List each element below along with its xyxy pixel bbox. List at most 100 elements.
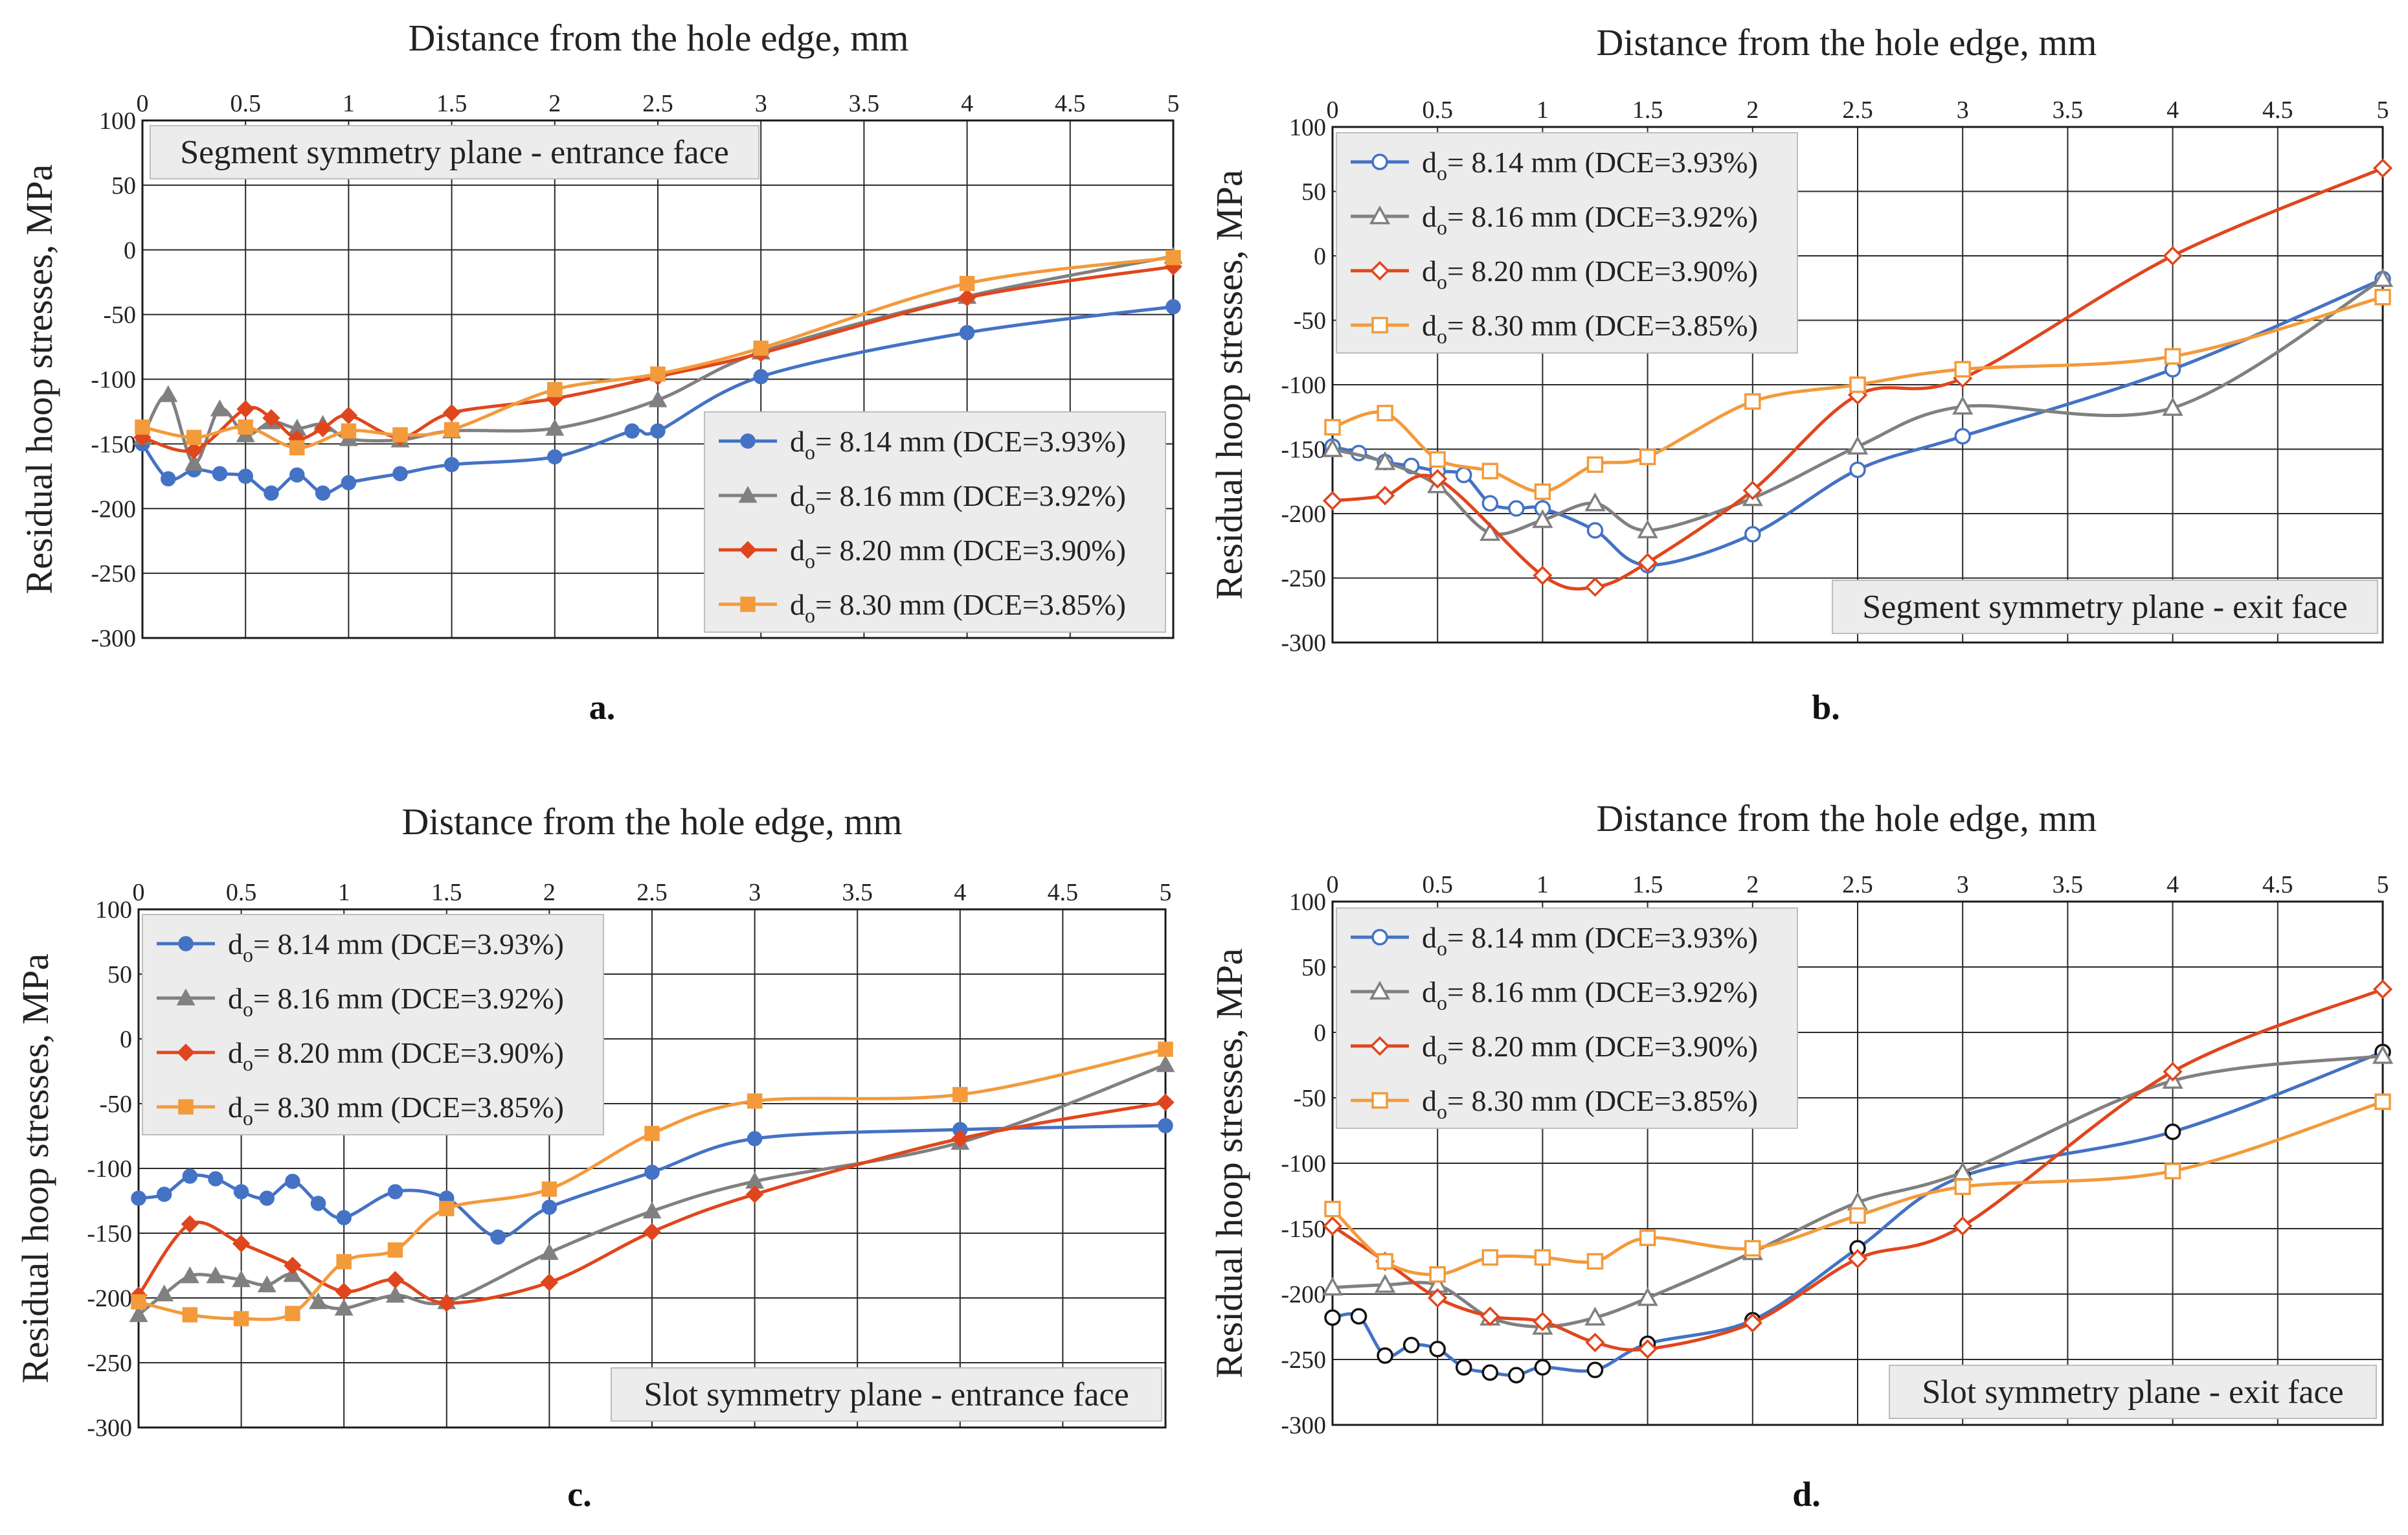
x-tick-label: 0 — [133, 879, 145, 906]
data-point — [285, 1306, 300, 1321]
data-point — [1953, 1216, 1973, 1236]
x-tick-label: 3 — [755, 90, 767, 117]
legend-marker — [739, 541, 757, 559]
x-tick-label: 4.5 — [1055, 90, 1086, 117]
y-tick-label: 50 — [107, 961, 132, 988]
y-axis-title: Residual hoop stresses, MPa — [18, 165, 60, 595]
data-point — [236, 400, 254, 418]
data-point — [541, 1181, 557, 1197]
data-point — [959, 324, 975, 341]
data-point — [648, 390, 668, 407]
data-point — [257, 1275, 276, 1293]
data-point — [181, 1215, 199, 1233]
x-tick-label: 0 — [1327, 871, 1339, 898]
data-point — [1324, 418, 1341, 436]
x-tick-label: 0 — [1327, 97, 1339, 124]
x-tick-label: 3.5 — [842, 879, 873, 906]
legend-box — [1336, 132, 1798, 354]
legend-box — [704, 411, 1166, 633]
x-tick-label: 0.5 — [1422, 97, 1453, 124]
series-line-2 — [1332, 1054, 2383, 1329]
data-point — [1586, 1361, 1604, 1378]
x-tick-label: 0.5 — [1422, 871, 1453, 898]
data-point — [392, 427, 408, 443]
x-tick-label: 2 — [548, 90, 561, 117]
data-point — [442, 404, 461, 422]
x-tick-label: 4.5 — [2262, 871, 2293, 898]
data-point — [644, 1165, 660, 1180]
data-point — [182, 1168, 198, 1184]
y-tick-label: -200 — [87, 1285, 132, 1312]
y-tick-label: 100 — [99, 108, 136, 135]
data-point — [262, 409, 280, 427]
series-line-2 — [1332, 277, 2384, 536]
series-line-1 — [138, 1124, 1166, 1239]
annotation-text: Slot symmetry plane - exit face — [1922, 1374, 2343, 1411]
data-point — [386, 1271, 405, 1289]
data-point — [264, 485, 279, 501]
plot-border — [1331, 900, 2384, 1426]
x-tick-label: 2 — [1746, 871, 1759, 898]
x-tick-label: 2 — [1746, 97, 1759, 124]
y-tick-label: -300 — [91, 625, 136, 652]
x-tick-label: 3.5 — [849, 90, 880, 117]
x-tick-label: 1.5 — [436, 90, 467, 117]
y-tick-label: -50 — [1293, 308, 1326, 335]
y-axis-title: Residual hoop stresses, MPa — [1208, 948, 1250, 1378]
legend-label: do= 8.14 mm (DCE=3.93%) — [790, 425, 1126, 464]
data-point — [1375, 486, 1395, 506]
y-tick-label: -250 — [1281, 1347, 1326, 1374]
data-point — [1429, 1341, 1446, 1358]
x-tick-label: 5 — [2377, 97, 2389, 124]
data-point — [185, 441, 203, 460]
annotation-box — [611, 1367, 1162, 1422]
data-point — [958, 288, 976, 307]
annotation-box — [1832, 580, 2378, 634]
data-point — [155, 1284, 174, 1302]
data-point — [753, 369, 769, 385]
data-point — [1456, 1359, 1472, 1376]
data-point — [238, 419, 253, 435]
x-tick-label: 3 — [1957, 871, 1969, 898]
data-point — [747, 1131, 763, 1146]
data-point — [545, 418, 565, 436]
data-point — [1534, 483, 1551, 500]
legend-box — [142, 914, 604, 1135]
data-point — [186, 429, 202, 446]
data-point — [341, 475, 357, 491]
x-tick-label: 3 — [748, 879, 761, 906]
data-point — [1481, 1249, 1499, 1266]
data-point — [2372, 1045, 2394, 1064]
data-point — [1350, 1308, 1367, 1325]
data-point — [285, 1174, 300, 1189]
data-point — [1585, 1332, 1605, 1352]
y-tick-label: 0 — [120, 1026, 132, 1053]
data-point — [2374, 288, 2391, 306]
x-tick-label: 0.5 — [230, 90, 261, 117]
y-tick-label: -300 — [1281, 630, 1326, 657]
data-point — [1584, 492, 1606, 512]
data-point — [289, 467, 305, 483]
data-point — [547, 381, 563, 398]
data-point — [624, 423, 640, 439]
data-point — [284, 1256, 302, 1275]
data-point — [1480, 1306, 1500, 1326]
data-point — [233, 1184, 249, 1200]
data-point — [2372, 268, 2394, 288]
y-tick-label: -150 — [91, 431, 136, 458]
data-point — [1322, 490, 1343, 511]
y-axis-title: Residual hoop stresses, MPa — [14, 953, 56, 1383]
data-point — [233, 1311, 249, 1326]
data-point — [1849, 461, 1866, 479]
data-point — [1586, 522, 1604, 539]
x-tick-label: 3 — [1957, 97, 1969, 124]
data-point — [1429, 451, 1446, 468]
data-point — [444, 422, 460, 438]
x-tick-label: 2.5 — [1842, 871, 1873, 898]
legend-marker — [176, 988, 196, 1006]
x-tick-label: 1.5 — [1632, 97, 1663, 124]
data-point — [1481, 495, 1499, 512]
y-tick-label: 50 — [111, 172, 136, 199]
data-point — [1324, 1200, 1341, 1218]
data-point — [1156, 1055, 1175, 1073]
